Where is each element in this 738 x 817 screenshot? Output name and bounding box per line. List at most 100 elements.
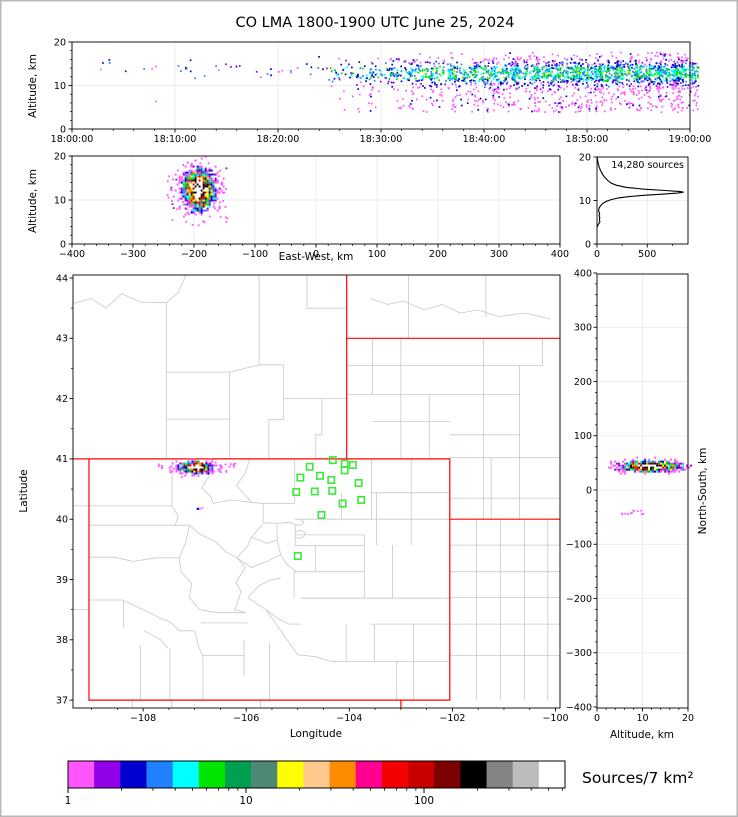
data-point: [679, 77, 682, 80]
data-point: [538, 79, 541, 82]
data-point: [184, 197, 187, 200]
data-point: [224, 206, 227, 208]
data-point: [495, 91, 498, 93]
data-point: [685, 59, 688, 62]
data-point: [639, 66, 642, 68]
data-point: [196, 209, 199, 212]
data-point: [612, 66, 614, 69]
data-point: [537, 70, 540, 73]
data-point: [357, 88, 360, 90]
data-point: [597, 70, 600, 73]
data-point: [536, 97, 539, 99]
data-point: [678, 90, 681, 92]
data-point: [430, 73, 433, 75]
data-point: [694, 62, 696, 65]
data-point: [416, 98, 418, 101]
data-point: [380, 73, 383, 76]
data-point: [344, 73, 347, 76]
data-point: [630, 90, 633, 93]
data-point: [517, 81, 519, 83]
data-point: [190, 185, 193, 188]
data-point: [507, 110, 510, 113]
data-point: [599, 78, 602, 81]
data-point: [570, 58, 573, 61]
data-point: [433, 81, 436, 83]
data-point: [177, 65, 180, 67]
data-point: [449, 74, 452, 77]
data-point: [677, 52, 679, 55]
data-point: [587, 73, 589, 76]
data-point: [473, 62, 475, 65]
data-point: [390, 69, 393, 71]
data-point: [672, 92, 675, 95]
data-point: [451, 77, 454, 80]
data-point: [645, 85, 648, 88]
data-point: [677, 82, 680, 85]
data-point: [643, 76, 646, 78]
data-point: [599, 66, 602, 68]
data-point: [456, 65, 459, 68]
data-point: [642, 462, 645, 465]
data-point: [601, 75, 604, 78]
data-point: [554, 102, 557, 104]
data-point: [665, 78, 668, 81]
data-point: [170, 465, 172, 468]
data-point: [198, 201, 201, 204]
data-point: [485, 58, 488, 61]
data-point: [593, 62, 596, 65]
data-point: [659, 87, 662, 90]
data-point: [204, 199, 207, 202]
data-point: [509, 70, 512, 72]
data-point: [697, 95, 699, 98]
data-point: [665, 69, 668, 71]
data-point: [533, 109, 536, 112]
data-point: [611, 81, 614, 84]
data-point: [640, 466, 643, 469]
data-point: [509, 85, 512, 88]
data-point: [184, 179, 187, 182]
data-point: [440, 91, 443, 94]
data-point: [517, 65, 519, 67]
data-point: [430, 102, 433, 105]
data-point: [566, 71, 569, 74]
data-point: [181, 176, 184, 179]
lma-station-marker: [292, 488, 301, 497]
data-point: [206, 209, 209, 212]
data-point: [628, 464, 631, 467]
data-point: [693, 69, 695, 72]
data-point: [473, 103, 476, 106]
data-point: [675, 85, 677, 87]
data-point: [594, 88, 597, 90]
data-point: [191, 466, 194, 469]
data-point: [446, 63, 449, 66]
data-point: [636, 64, 639, 67]
data-point: [671, 70, 673, 73]
data-point: [549, 67, 552, 69]
data-point: [633, 93, 635, 95]
data-point: [166, 194, 169, 196]
data-point: [467, 98, 469, 101]
data-point: [196, 203, 199, 206]
data-point: [515, 69, 518, 72]
data-point: [648, 74, 651, 77]
data-point: [182, 203, 185, 206]
data-point: [657, 95, 660, 98]
data-point: [188, 173, 191, 176]
data-point: [213, 464, 216, 467]
data-point: [614, 79, 616, 81]
data-point: [465, 69, 468, 72]
data-point: [664, 65, 666, 68]
data-point: [515, 64, 518, 67]
data-point: [632, 103, 634, 105]
data-point: [593, 84, 596, 87]
data-point: [388, 78, 391, 80]
data-point: [447, 77, 450, 80]
data-point: [453, 74, 456, 77]
data-point: [658, 460, 661, 463]
data-point: [488, 75, 491, 78]
data-point: [637, 73, 639, 76]
data-point: [616, 462, 619, 465]
data-point: [190, 169, 193, 172]
data-point: [179, 468, 182, 471]
data-point: [639, 72, 641, 74]
